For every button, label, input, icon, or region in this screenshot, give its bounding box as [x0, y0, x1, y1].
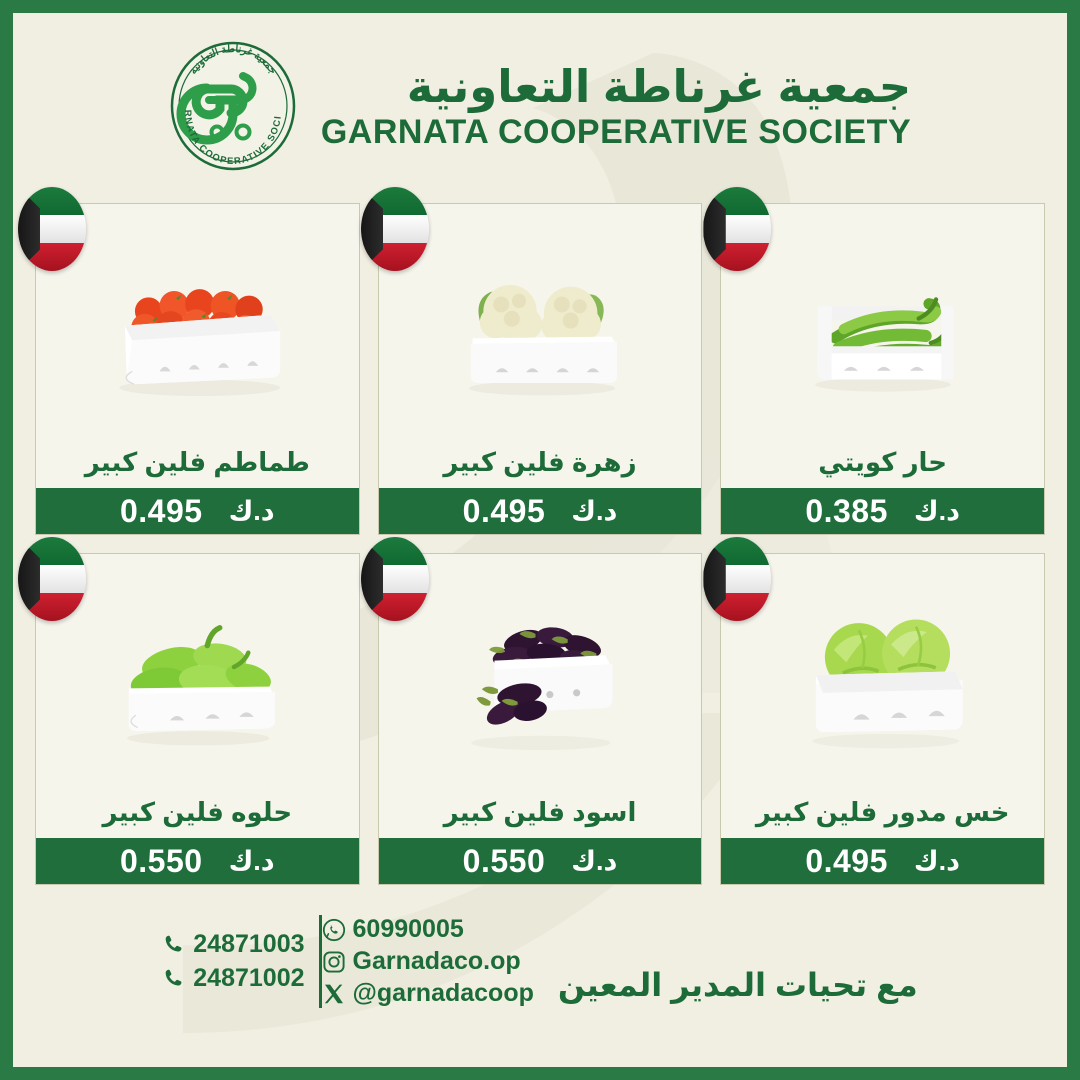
product-name: طماطم فلين كبير: [84, 447, 310, 477]
garnata-logo-icon: GARNATA COOPERATIVE SOCIETY جمعية غرناطة…: [165, 31, 297, 172]
product-price-bar: د.ك 0.550: [378, 838, 702, 884]
price-value: 0.550: [119, 842, 203, 879]
price-currency: د.ك: [913, 845, 960, 876]
price-currency: د.ك: [228, 495, 275, 526]
product-card[interactable]: خس مدور فلين كبير د.ك 0.495: [703, 537, 1045, 885]
product-name: اسود فلين كبير: [443, 797, 637, 827]
product-image-lettuce: [721, 554, 1044, 795]
x-twitter-contact[interactable]: @garnadacoop: [322, 979, 534, 1008]
phone-contact[interactable]: 24871002: [162, 964, 305, 993]
product-image-green-chili: [721, 204, 1044, 445]
phone-contacts: 24871003 24871002: [162, 930, 305, 993]
product-name: زهرة فلين كبير: [443, 447, 637, 477]
product-price-bar: د.ك 0.550: [36, 838, 359, 884]
product-card[interactable]: حار كويتي د.ك 0.385: [703, 187, 1045, 535]
product-card[interactable]: حلوه فلين كبير د.ك 0.550: [18, 537, 360, 885]
phone-number: 24871003: [193, 930, 305, 958]
kuwait-flag-icon: [360, 537, 429, 621]
phone-icon: [165, 969, 182, 986]
price-currency: د.ك: [571, 495, 618, 526]
kuwait-flag-icon: [703, 187, 772, 271]
product-name: حلوه فلين كبير: [102, 797, 293, 827]
product-card[interactable]: طماطم فلين كبير د.ك 0.495: [18, 187, 360, 535]
manager-greeting: مع تحيات المدير المعين: [557, 967, 918, 1003]
whatsapp-icon: [322, 918, 345, 941]
product-price-bar: د.ك 0.495: [36, 488, 359, 534]
product-name: حار كويتي: [818, 447, 948, 477]
brand-title-arabic: جمعية غرناطة التعاونية: [406, 60, 912, 112]
poster-header: GARNATA COOPERATIVE SOCIETY جمعية غرناطة…: [13, 13, 1067, 193]
instagram-handle: Garnadaco.op: [352, 947, 521, 975]
product-card[interactable]: زهرة فلين كبير د.ك 0.495: [360, 187, 703, 535]
instagram-contact[interactable]: Garnadaco.op: [322, 947, 534, 976]
brand-title-english: GARNATA COOPERATIVE SOCIETY: [320, 112, 912, 151]
product-price-bar: د.ك 0.385: [721, 488, 1044, 534]
whatsapp-number: 60990005: [352, 915, 464, 943]
phone-number: 24871002: [193, 964, 305, 992]
product-grid: طماطم فلين كبير د.ك 0.495: [13, 187, 1067, 885]
product-price-bar: د.ك 0.495: [721, 838, 1044, 884]
poster-footer: مع تحيات المدير المعين 60990005: [13, 915, 1067, 1008]
social-contacts: 60990005 Garnadaco.op @garnadacoop: [318, 915, 544, 1008]
product-price-bar: د.ك 0.495: [378, 488, 702, 534]
price-currency: د.ك: [913, 495, 960, 526]
price-value: 0.495: [119, 492, 203, 529]
product-card[interactable]: اسود فلين كبير د.ك 0.550: [360, 537, 703, 885]
price-value: 0.495: [805, 842, 888, 879]
price-value: 0.495: [462, 492, 546, 529]
kuwait-flag-icon: [18, 187, 86, 271]
x-twitter-icon: [324, 984, 343, 1003]
instagram-icon: [322, 950, 345, 973]
price-value: 0.550: [462, 842, 546, 879]
price-currency: د.ك: [228, 845, 275, 876]
kuwait-flag-icon: [703, 537, 772, 621]
kuwait-flag-icon: [360, 187, 429, 271]
price-value: 0.385: [805, 492, 888, 529]
brand-titles: جمعية غرناطة التعاونية GARNATA COOPERATI…: [320, 60, 912, 151]
price-currency: د.ك: [571, 845, 618, 876]
product-name: خس مدور فلين كبير: [755, 797, 1010, 827]
whatsapp-contact[interactable]: 60990005: [322, 915, 534, 944]
kuwait-flag-icon: [18, 537, 86, 621]
phone-icon: [165, 935, 182, 952]
x-twitter-handle: @garnadacoop: [352, 979, 534, 1007]
poster-inner: GARNATA COOPERATIVE SOCIETY جمعية غرناطة…: [13, 13, 1067, 1067]
phone-contact[interactable]: 24871003: [162, 930, 305, 959]
